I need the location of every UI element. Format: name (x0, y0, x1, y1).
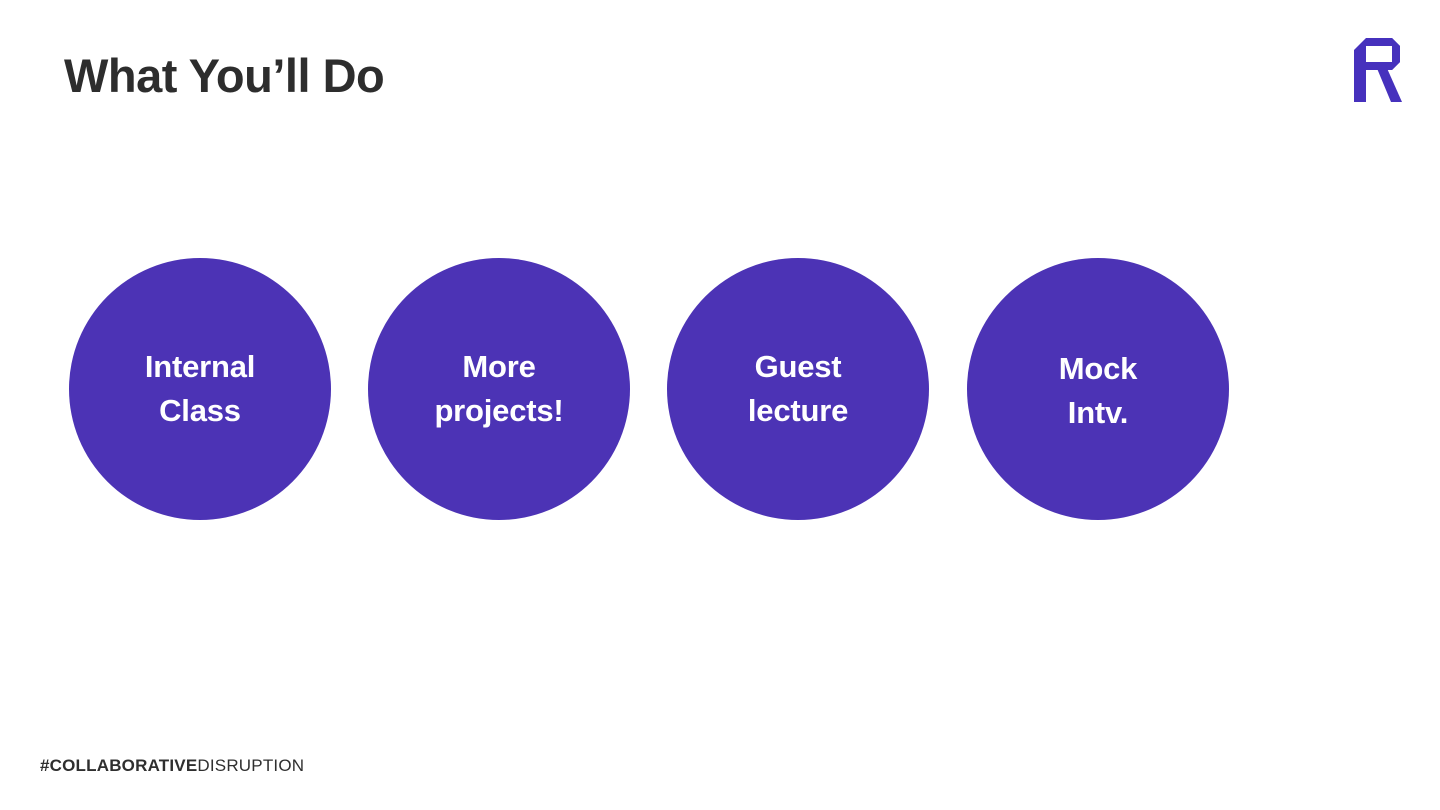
bubble-label-line1: Mock (1058, 351, 1138, 386)
bubble-label-line1: More (462, 349, 536, 384)
bubble-label-line2: Class (159, 393, 241, 428)
bubble-label-line2: projects! (434, 393, 564, 428)
bubble-label-line2: Intv. (1067, 395, 1129, 430)
bubble-mock-interview[interactable]: Mock Intv. (967, 258, 1229, 520)
bubble-label: Mock Intv. (967, 347, 1229, 435)
bubble-more-projects[interactable]: More projects! (368, 258, 630, 520)
bubble-label-line2: lecture (747, 393, 849, 428)
footer-hashtag: #COLLABORATIVEDISRUPTION (40, 756, 304, 776)
bubble-row: Internal Class More projects! Guest lect… (69, 258, 1229, 520)
brand-logo (1350, 32, 1406, 108)
letter-r-icon (1354, 38, 1402, 102)
bubble-internal-class[interactable]: Internal Class (69, 258, 331, 520)
bubble-label: Guest lecture (667, 345, 929, 433)
footer-hashtag-light: DISRUPTION (197, 756, 305, 775)
bubble-label: More projects! (368, 345, 630, 433)
page-title: What You’ll Do (64, 49, 385, 102)
bubble-label: Internal Class (69, 345, 331, 433)
bubble-guest-lecture[interactable]: Guest lecture (667, 258, 929, 520)
bubble-label-line1: Internal (144, 349, 256, 384)
bubble-label-line1: Guest (754, 349, 842, 384)
footer-hashtag-bold: #COLLABORATIVE (40, 756, 198, 775)
